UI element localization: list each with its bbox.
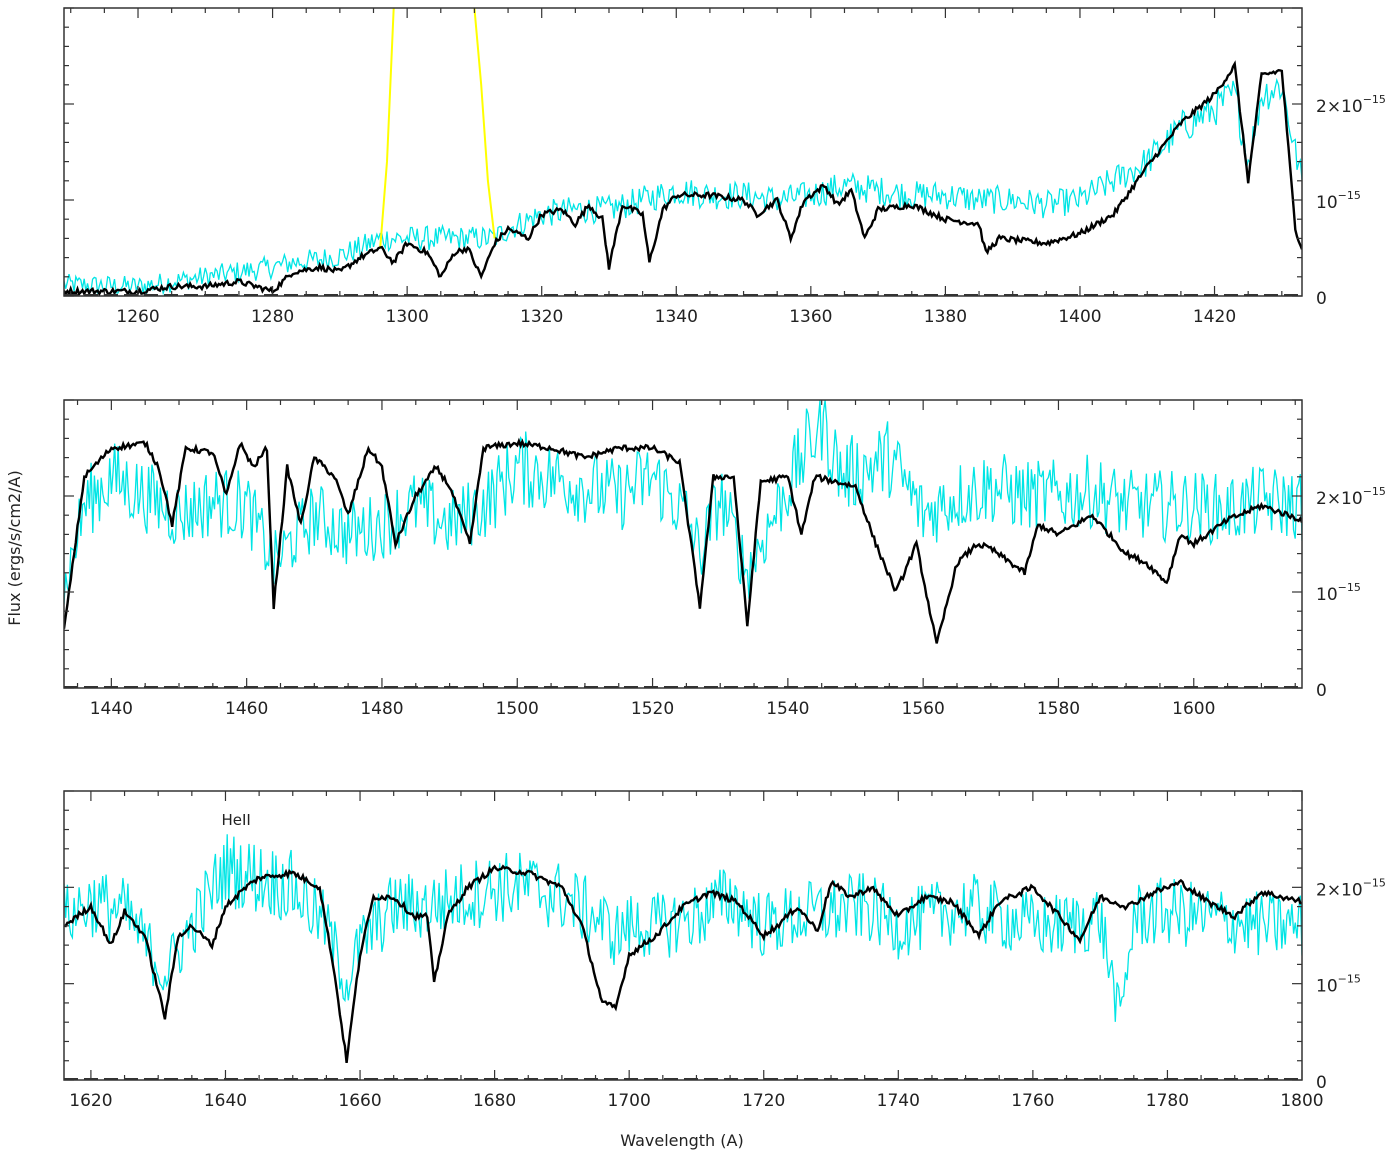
line-annotation: HeII [221, 811, 250, 829]
y-tick-label: 0 [1316, 289, 1327, 309]
x-tick-label: 1780 [1146, 1091, 1189, 1111]
x-tick-label: 1460 [225, 699, 268, 719]
panel-2: 1440 1460 1480 1500 1520 1540 1560 1580 1600 0 10−… [63, 399, 1386, 719]
x-tick-label: 1600 [1172, 699, 1215, 719]
x-tick-label: 1320 [520, 307, 563, 327]
observed-series-line [64, 834, 1302, 1022]
x-tick-label: 1580 [1037, 699, 1080, 719]
panel-1: 1260 1280 1300 1320 1340 1360 1380 1400 1420 0 10−… [63, 7, 1386, 327]
x-tick-label: 1260 [116, 307, 159, 327]
y-tick-label: 10−15 [1316, 973, 1361, 997]
x-tick-label: 1520 [631, 699, 674, 719]
panel-3: 1620 1640 1660 1680 1700 1720 1740 1760 1780 1800… [63, 790, 1386, 1111]
x-tick-label: 1500 [496, 699, 539, 719]
model-overflow-line-1 [379, 8, 395, 249]
x-tick-label: 1620 [69, 1091, 112, 1111]
model-series-line [64, 60, 1302, 296]
model-series-line [64, 437, 1302, 644]
x-tick-label: 1760 [1011, 1091, 1054, 1111]
plot-frame [63, 790, 1303, 1081]
observed-series-line [64, 400, 1302, 605]
x-tick-label: 1540 [766, 699, 809, 719]
y-tick-label: 2×10−15 [1316, 93, 1386, 117]
y-tick-label: 2×10−15 [1316, 485, 1386, 509]
model-series-line [64, 864, 1302, 1064]
y-axis-label: Flux (ergs/s/cm2/A) [5, 470, 24, 625]
x-tick-label: 1740 [877, 1091, 920, 1111]
plot-frame [63, 7, 1303, 297]
x-tick-label: 1640 [204, 1091, 247, 1111]
x-tick-label: 1420 [1193, 307, 1236, 327]
x-tick-label: 1380 [924, 307, 967, 327]
panels-group: 1260 1280 1300 1320 1340 1360 1380 1400 1420 0 10−… [63, 7, 1386, 1111]
x-tick-label: 1700 [608, 1091, 651, 1111]
x-tick-label: 1440 [90, 699, 133, 719]
plot-frame [63, 399, 1303, 689]
y-tick-label: 0 [1316, 1073, 1327, 1093]
x-tick-label: 1680 [473, 1091, 516, 1111]
y-tick-label: 10−15 [1316, 189, 1361, 213]
x-axis-label: Wavelength (A) [620, 1131, 743, 1150]
x-tick-label: 1720 [742, 1091, 785, 1111]
y-tick-label: 10−15 [1316, 581, 1361, 605]
x-tick-label: 1340 [655, 307, 698, 327]
y-tick-label: 0 [1316, 681, 1327, 701]
x-tick-label: 1660 [338, 1091, 381, 1111]
x-tick-label: 1560 [902, 699, 945, 719]
observed-series-line [64, 77, 1302, 296]
y-tick-label: 2×10−15 [1316, 876, 1386, 900]
x-tick-label: 1300 [386, 307, 429, 327]
x-tick-label: 1800 [1280, 1091, 1323, 1111]
model-overflow-line-2 [473, 8, 496, 239]
x-tick-label: 1280 [251, 307, 294, 327]
x-tick-label: 1480 [360, 699, 403, 719]
x-tick-label: 1360 [789, 307, 832, 327]
x-tick-label: 1400 [1058, 307, 1101, 327]
